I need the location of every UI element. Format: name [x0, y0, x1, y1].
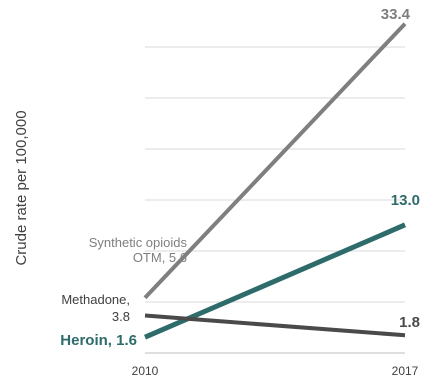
series-line	[143, 22, 407, 300]
x-tick-label: 2017	[392, 364, 419, 378]
x-axis-ticks: 2010 2017	[132, 364, 419, 378]
series-start-label: Methadone,	[61, 292, 130, 307]
series-start-label: Heroin, 1.6	[60, 332, 137, 349]
series-end-label: 13.0	[391, 192, 420, 209]
series-start-label: Synthetic opioids	[89, 235, 188, 250]
series-start-label: OTM, 5.6	[133, 250, 187, 265]
series-lines	[143, 22, 407, 340]
x-tick-label: 2010	[132, 364, 159, 378]
series-end-label: 1.8	[399, 314, 420, 331]
series-line	[144, 313, 406, 338]
y-axis-label: Crude rate per 100,000	[13, 110, 30, 265]
series-end-label: 33.4	[381, 6, 411, 23]
series-start-label: 3.8	[112, 309, 130, 324]
